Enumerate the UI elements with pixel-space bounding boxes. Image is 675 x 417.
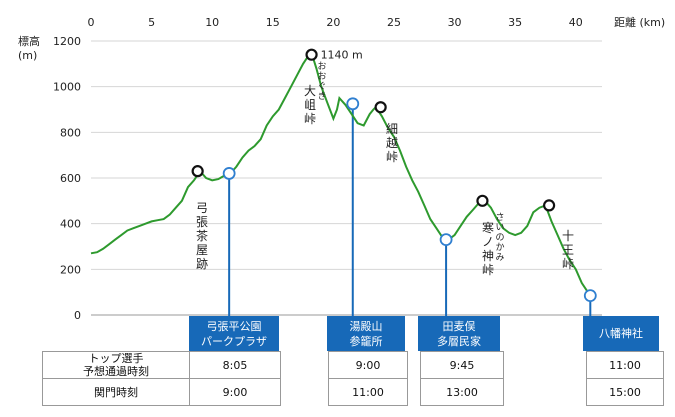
y-tick-label: 200 [60,263,81,276]
table-cell: 8:05 [189,351,281,379]
checkpoint-time-table: トップ選手 予想通過時刻 8:05 9:00 9:45 11:00 関門時刻 9… [42,351,664,406]
checkpoint-marker [222,167,236,180]
table-cell: 9:00 [189,378,281,406]
x-tick-label: 20 [326,16,340,29]
top-time-row-label: トップ選手 予想通過時刻 [42,351,190,379]
checkpoint-box: 弓張平公園 パークプラザ [189,316,279,351]
landmark-label: さいのかみ [495,212,504,263]
x-tick-label: 10 [205,16,219,29]
summit-marker [191,165,204,178]
checkpoint-marker [346,97,360,111]
landmark-label: 寒ノ神峠 [482,220,494,277]
checkpoint-box: 田麦俣 多層民家 [418,316,500,351]
chart-axes: 0 200 400 600 800 1000 1200 0 5 10 15 20 25 30 35 40 標高(… [18,15,665,322]
x-tick-label: 5 [148,16,155,29]
checkpoint-marker [583,289,597,302]
landmark-label: おおぐき [317,61,326,102]
x-tick-label: 25 [387,16,401,29]
y-tick-label: 600 [60,172,81,185]
table-cell: 15:00 [586,378,664,406]
summit-marker [305,48,318,61]
y-tick-label: 0 [74,309,81,322]
checkpoint-box: 八幡神社 [583,316,659,351]
summit-marker [476,194,489,207]
checkpoint-leader-lines [228,108,592,318]
table-row: 関門時刻 9:00 11:00 13:00 15:00 [42,378,664,406]
table-row: トップ選手 予想通過時刻 8:05 9:00 9:45 11:00 [42,351,664,379]
x-tick-label: 0 [88,16,95,29]
checkpoint-box: 湯殿山 参籠所 [327,316,405,351]
y-axis-title: 標高(m) [18,34,40,62]
landmark-label: 弓張茶屋跡 [196,201,208,271]
landmark-label: 細越峠 [386,122,398,164]
y-tick-label: 800 [60,126,81,139]
x-tick-label: 40 [569,16,583,29]
table-cell: 11:00 [586,351,664,379]
chart-markers [191,48,597,302]
y-tick-label: 1200 [53,35,81,48]
landmark-label: 十王峠 [562,229,574,271]
summit-marker [374,101,387,114]
checkpoint-marker [439,233,453,247]
chart-grid [91,40,602,270]
elevation-profile-line [90,53,592,297]
landmark-label: 大岨峠 [304,84,316,126]
table-cell: 13:00 [420,378,504,406]
x-tick-label: 30 [448,16,462,29]
table-cell: 9:00 [328,351,408,379]
x-tick-label: 15 [266,16,280,29]
x-axis-title: 距離 (km) [614,15,665,29]
peak-elevation-label: 1140 m [321,49,363,62]
summit-marker [542,199,556,212]
x-tick-label: 35 [508,16,522,29]
table-cell: 9:45 [420,351,504,379]
close-time-row-label: 関門時刻 [42,378,190,406]
table-cell: 11:00 [328,378,408,406]
y-tick-label: 1000 [53,81,81,94]
y-tick-label: 400 [60,218,81,231]
